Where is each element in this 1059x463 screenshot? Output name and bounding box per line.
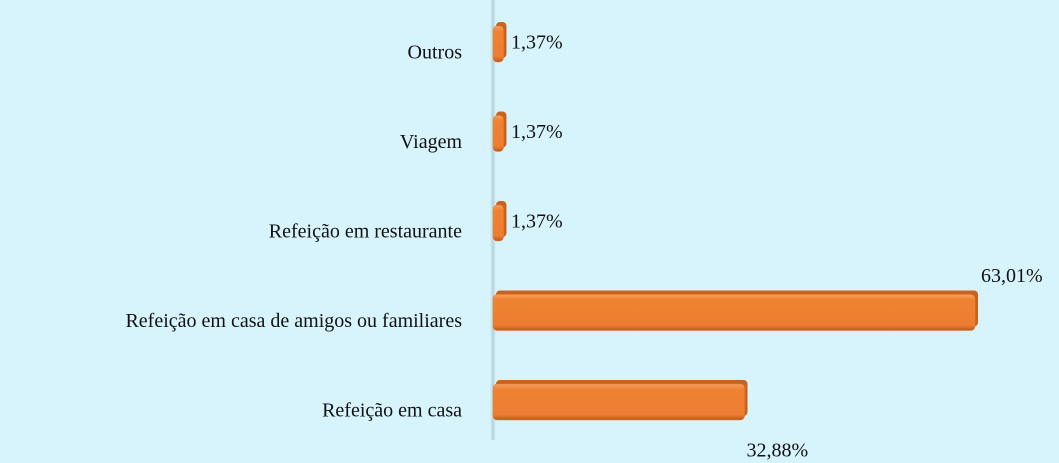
data-label: 1,37% — [511, 121, 563, 143]
data-label: 1,37% — [511, 211, 563, 233]
bar — [492, 115, 504, 152]
data-label: 63,01% — [981, 265, 1043, 287]
category-label: Refeição em casa de amigos ou familiares — [125, 310, 462, 332]
category-label: Viagem — [400, 131, 463, 153]
category-label: Outros — [408, 42, 463, 64]
bar — [492, 294, 976, 331]
data-label: 1,37% — [511, 32, 563, 54]
category-label: Refeição em restaurante — [269, 221, 462, 243]
bar — [492, 204, 504, 242]
data-label: 32,88% — [747, 440, 809, 462]
category-label: Refeição em casa — [322, 400, 462, 422]
bar — [492, 383, 745, 421]
bar — [492, 25, 504, 63]
